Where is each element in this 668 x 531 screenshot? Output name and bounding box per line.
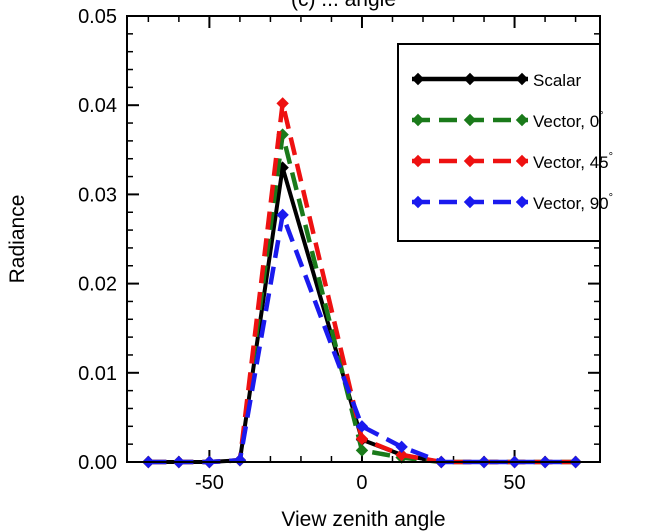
ticks-layer: 0.00 0.01 0.02 0.03 0.04 0.05 -50 0 50 xyxy=(78,6,600,494)
legend: Scalar Vector, 0° Vector, 45° Vector, 90° xyxy=(397,43,613,242)
legend-marker xyxy=(411,195,425,209)
legend-label: Vector, 45° xyxy=(533,151,613,172)
data-point-marker xyxy=(355,444,369,457)
degree-superscript: ° xyxy=(609,151,613,163)
data-point-marker xyxy=(355,432,369,446)
legend-marker xyxy=(463,154,477,168)
legend-marker xyxy=(463,72,477,86)
legend-marker xyxy=(515,195,529,209)
legend-marker xyxy=(411,113,425,127)
degree-superscript: ° xyxy=(599,110,603,122)
data-point-marker xyxy=(233,454,247,467)
legend-marker xyxy=(411,154,425,168)
y-tick-label: 0.05 xyxy=(78,6,117,28)
legend-marker xyxy=(515,154,529,168)
x-tick-label: 0 xyxy=(356,472,367,494)
x-tick-label: 50 xyxy=(503,472,525,494)
y-tick-label: 0.03 xyxy=(78,184,117,206)
data-point-marker xyxy=(395,448,408,462)
legend-marker xyxy=(411,72,425,86)
y-tick-label: 0.04 xyxy=(78,95,117,117)
chart-title: (c) ... angle xyxy=(291,0,396,11)
x-axis-label: View zenith angle xyxy=(281,508,445,531)
y-tick-label: 0.02 xyxy=(78,274,117,296)
y-tick-label: 0.00 xyxy=(78,452,117,474)
legend-marker xyxy=(463,113,477,127)
data-point-marker xyxy=(276,97,289,110)
data-point-marker xyxy=(395,440,408,454)
legend-label: Vector, 90° xyxy=(533,192,613,213)
y-axis-label: Radiance xyxy=(6,195,29,284)
data-point-marker xyxy=(276,208,289,222)
legend-marker xyxy=(515,72,529,86)
legend-label: Vector, 0° xyxy=(533,110,604,131)
data-point-marker xyxy=(355,420,369,433)
degree-superscript: ° xyxy=(609,192,613,204)
legend-label: Scalar xyxy=(533,71,582,90)
legend-marker xyxy=(515,113,529,127)
legend-marker xyxy=(463,195,477,209)
y-tick-label: 0.01 xyxy=(78,363,117,385)
x-tick-label: -50 xyxy=(195,472,224,494)
